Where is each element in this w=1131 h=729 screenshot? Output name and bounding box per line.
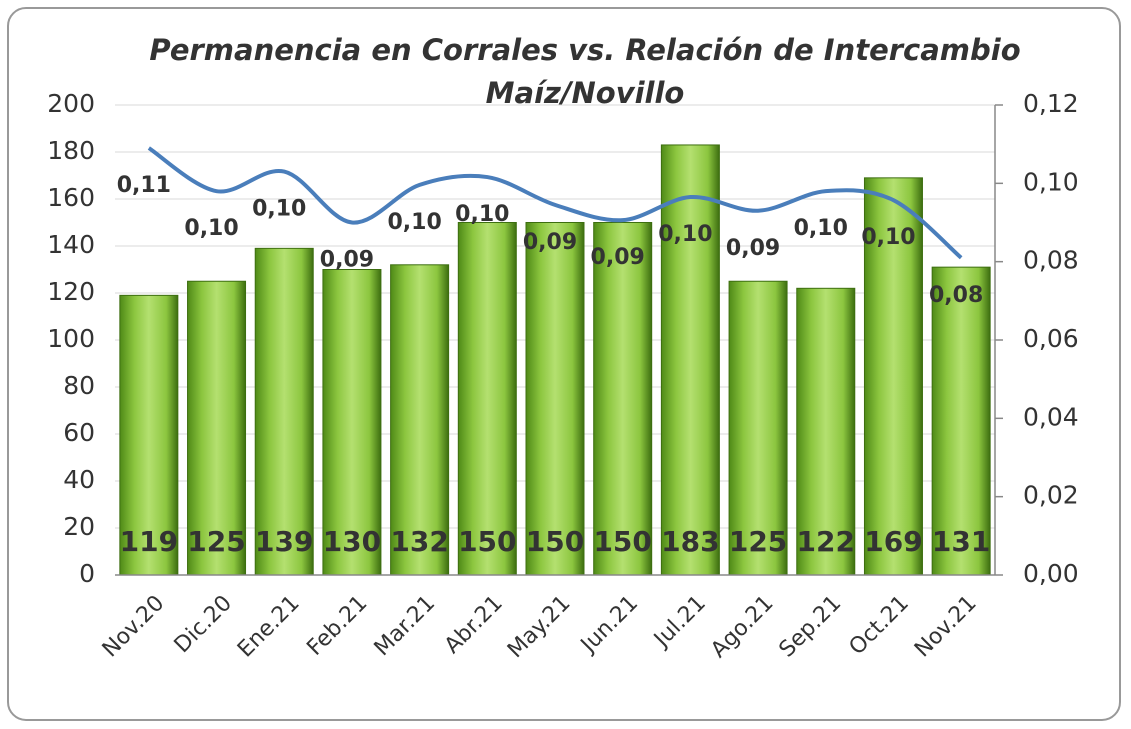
- bar-value-label: 169: [864, 525, 922, 558]
- line-value-label: 0,08: [929, 283, 983, 308]
- chart-title: Permanencia en Corrales vs. Relación de …: [149, 33, 1020, 67]
- bar: [660, 144, 720, 576]
- y-tick-label: 20: [63, 512, 95, 541]
- bar-value-label: 131: [932, 525, 990, 558]
- y2-tick-label: 0,10: [1023, 167, 1079, 196]
- bar-value-label: 139: [255, 525, 313, 558]
- y-tick-label: 0: [79, 559, 95, 588]
- line-value-label: 0,09: [591, 245, 645, 270]
- y2-tick-label: 0,04: [1023, 402, 1079, 431]
- line-value-label: 0,10: [387, 210, 441, 235]
- bar: [863, 177, 923, 576]
- bar-value-label: 119: [120, 525, 178, 558]
- line-value-label: 0,09: [726, 236, 780, 261]
- bar: [525, 222, 585, 576]
- line-value-label: 0,11: [117, 173, 171, 198]
- bar: [119, 294, 179, 576]
- line: [147, 146, 963, 260]
- bar-value-label: 130: [323, 525, 381, 558]
- y-tick-label: 160: [47, 183, 95, 212]
- line-value-label: 0,09: [320, 248, 374, 273]
- bar-value-label: 150: [526, 525, 584, 558]
- line-value-label: 0,10: [658, 222, 712, 247]
- y-tick-label: 60: [63, 418, 95, 447]
- y-tick-label: 40: [63, 465, 95, 494]
- bar: [457, 222, 517, 576]
- chart-title: Maíz/Novillo: [486, 76, 685, 110]
- bar: [593, 222, 653, 576]
- y2-tick-label: 0,00: [1023, 559, 1079, 588]
- bar-value-label: 125: [729, 525, 787, 558]
- line-value-label: 0,10: [184, 216, 238, 241]
- y-tick-label: 180: [47, 136, 95, 165]
- line-value-label: 0,10: [252, 197, 306, 222]
- y2-tick-label: 0,08: [1023, 246, 1079, 275]
- y-tick-label: 200: [47, 89, 95, 118]
- y2-tick-label: 0,06: [1023, 324, 1079, 353]
- line-value-label: 0,10: [455, 202, 509, 227]
- y-tick-label: 100: [47, 324, 95, 353]
- bar: [390, 264, 450, 576]
- bar: [931, 266, 991, 576]
- y-tick-label: 120: [47, 277, 95, 306]
- y2-tick-label: 0,02: [1023, 481, 1079, 510]
- bar: [728, 280, 788, 576]
- y-tick-label: 80: [63, 371, 95, 400]
- bar-value-label: 150: [593, 525, 651, 558]
- line-value-label: 0,09: [523, 230, 577, 255]
- bar: [322, 269, 382, 576]
- bar-value-label: 132: [390, 525, 448, 558]
- bar-value-label: 122: [797, 525, 855, 558]
- bar: [796, 287, 856, 576]
- line-value-label: 0,10: [794, 216, 848, 241]
- bar-value-label: 125: [187, 525, 245, 558]
- bar-value-label: 183: [661, 525, 719, 558]
- line-value-label: 0,10: [861, 225, 915, 250]
- y2-tick-label: 0,12: [1023, 89, 1079, 118]
- y-tick-label: 140: [47, 230, 95, 259]
- bar-value-label: 150: [458, 525, 516, 558]
